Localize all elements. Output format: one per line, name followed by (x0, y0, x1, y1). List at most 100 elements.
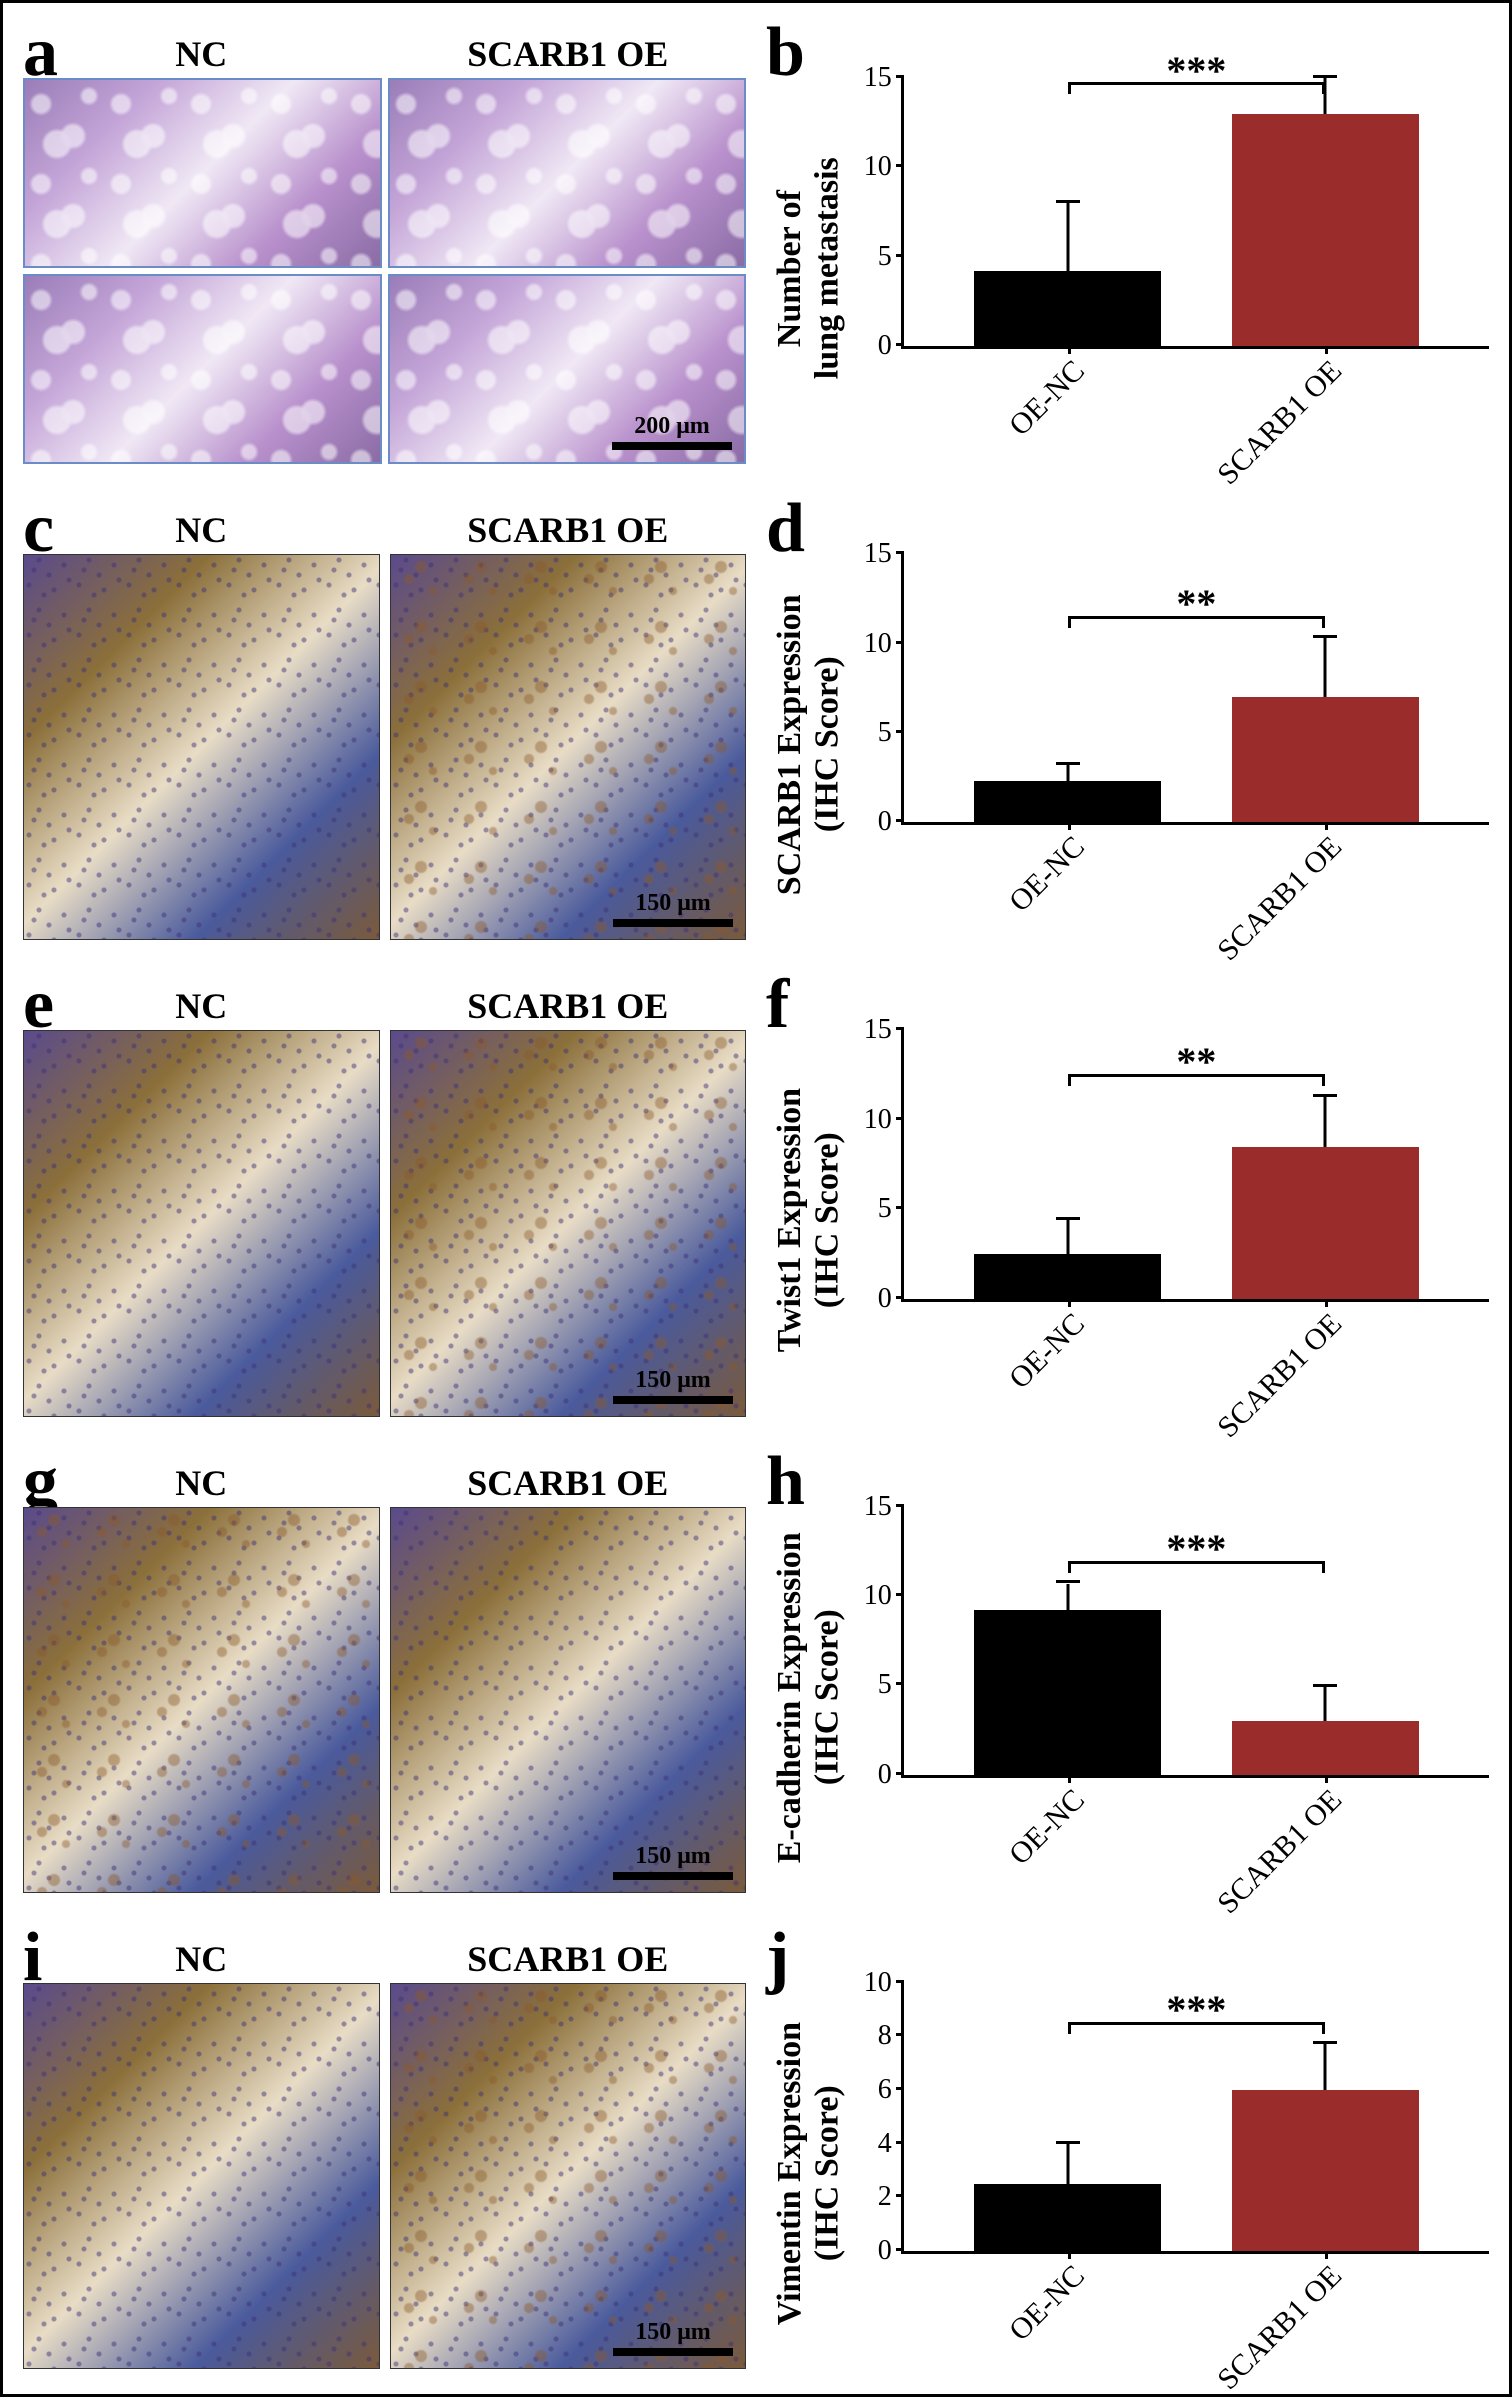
chart-d-body: 051015OE-NCSCARB1 OE** (851, 554, 1489, 935)
chart-d-ylabel: SCARB1 Expression(IHC Score) (766, 554, 851, 935)
figure-container: a NC SCARB1 OE 200 μm b Number oflung me… (0, 0, 1512, 2397)
x-label: SCARB1 OE (1211, 1783, 1349, 1921)
chart-b-body: 051015OE-NCSCARB1 OE*** (851, 78, 1489, 459)
panel-c-scale-text: 150 μm (635, 890, 711, 917)
panel-g-scalebar: 150 μm (613, 1843, 733, 1880)
panel-e-scale-text: 150 μm (635, 1367, 711, 1394)
significance-stars: ** (1176, 594, 1216, 614)
panel-a-nc-label: NC (23, 33, 380, 75)
y-tick-label: 8 (878, 2020, 892, 2052)
panel-c-image-oe: 150 μm (390, 554, 747, 940)
y-tick-label: 5 (878, 241, 892, 273)
x-label: SCARB1 OE (1211, 830, 1349, 968)
panel-g: g NC SCARB1 OE 150 μm (23, 1452, 746, 1898)
y-tick (896, 2141, 904, 2144)
error-cap (1313, 2041, 1337, 2044)
chart-h-area: E-cadherin Expression(IHC Score) 051015O… (766, 1507, 1489, 1888)
panel-g-col-labels: NC SCARB1 OE (23, 1462, 746, 1504)
y-tick (896, 1206, 904, 1209)
panel-a-scale-text: 200 μm (634, 413, 710, 440)
error-bar (1324, 1687, 1327, 1721)
error-bar (1324, 1097, 1327, 1147)
y-tick (896, 819, 904, 822)
error-cap (1056, 1580, 1080, 1583)
y-tick (896, 1593, 904, 1596)
x-tick (1325, 346, 1328, 354)
panel-g-image-nc (23, 1507, 380, 1893)
error-cap (1056, 2141, 1080, 2144)
error-bar (1066, 1584, 1069, 1611)
panel-g-nc-label: NC (23, 1462, 380, 1504)
y-tick-label: 0 (878, 1759, 892, 1791)
chart-j-plot: 0246810OE-NCSCARB1 OE*** (901, 1983, 1489, 2254)
panel-i-scale-text: 150 μm (635, 2319, 711, 2346)
y-tick-label: 5 (878, 717, 892, 749)
panel-a-image-oe-2: 200 μm (388, 274, 747, 464)
scalebar-line (612, 442, 732, 450)
chart-b-ylabel: Number oflung metastasis (766, 78, 851, 459)
chart-d-plot: 051015OE-NCSCARB1 OE** (901, 554, 1489, 825)
y-tick (896, 2087, 904, 2090)
significance-stars: ** (1176, 1052, 1216, 1072)
error-cap (1313, 1094, 1337, 1097)
error-bar (1066, 1220, 1069, 1254)
panel-g-grid: 150 μm (23, 1507, 746, 1893)
y-tick (896, 1117, 904, 1120)
bar-nc (974, 271, 1161, 346)
error-bar (1324, 2044, 1327, 2090)
bar-oe (1232, 1147, 1419, 1299)
y-tick-label: 0 (878, 1283, 892, 1315)
y-tick (896, 2033, 904, 2036)
panel-c-col-labels: NC SCARB1 OE (23, 509, 746, 551)
chart-f-body: 051015OE-NCSCARB1 OE** (851, 1030, 1489, 1411)
x-tick (1325, 822, 1328, 830)
y-tick (896, 2248, 904, 2251)
bar-oe (1232, 114, 1419, 346)
panel-i-grid: 150 μm (23, 1983, 746, 2369)
y-tick (896, 254, 904, 257)
y-tick-label: 5 (878, 1669, 892, 1701)
panel-i-image-oe: 150 μm (390, 1983, 747, 2369)
x-label: OE-NC (1003, 830, 1092, 919)
y-tick (896, 551, 904, 554)
error-cap (1313, 75, 1337, 78)
panel-a-col-labels: NC SCARB1 OE (23, 33, 746, 75)
bar-nc (974, 781, 1161, 822)
panel-f: f Twist1 Expression(IHC Score) 051015OE-… (766, 975, 1489, 1421)
panel-d: d SCARB1 Expression(IHC Score) 051015OE-… (766, 499, 1489, 945)
y-tick (896, 164, 904, 167)
y-tick-label: 2 (878, 2181, 892, 2213)
x-label: OE-NC (1003, 2259, 1092, 2348)
x-label: OE-NC (1003, 1783, 1092, 1872)
panel-c-oe-label: SCARB1 OE (390, 509, 747, 551)
chart-j-body: 0246810OE-NCSCARB1 OE*** (851, 1983, 1489, 2364)
x-label: SCARB1 OE (1211, 1307, 1349, 1445)
x-tick (1068, 346, 1071, 354)
panel-e: e NC SCARB1 OE 150 μm (23, 975, 746, 1421)
panel-c-grid: 150 μm (23, 554, 746, 940)
y-tick (896, 1296, 904, 1299)
bar-nc (974, 1254, 1161, 1299)
x-label: SCARB1 OE (1211, 2259, 1349, 2397)
y-tick-label: 15 (864, 1014, 892, 1046)
panel-a: a NC SCARB1 OE 200 μm (23, 23, 746, 469)
y-tick (896, 1772, 904, 1775)
panel-c-nc-label: NC (23, 509, 380, 551)
panel-a-scalebar: 200 μm (612, 413, 732, 450)
y-tick-label: 10 (864, 1104, 892, 1136)
error-bar (1066, 203, 1069, 271)
x-tick (1325, 1299, 1328, 1307)
panel-a-grid: 200 μm (23, 78, 746, 464)
panel-i: i NC SCARB1 OE 150 μm (23, 1928, 746, 2374)
y-tick-label: 10 (864, 1967, 892, 1999)
bar-oe (1232, 2090, 1419, 2251)
panel-h: h E-cadherin Expression(IHC Score) 05101… (766, 1452, 1489, 1898)
significance-stars: *** (1166, 61, 1226, 81)
panel-i-oe-label: SCARB1 OE (390, 1938, 747, 1980)
chart-f-ylabel: Twist1 Expression(IHC Score) (766, 1030, 851, 1411)
x-tick (1325, 1775, 1328, 1783)
error-cap (1056, 200, 1080, 203)
panel-e-nc-label: NC (23, 985, 380, 1027)
panel-i-scalebar: 150 μm (613, 2319, 733, 2356)
x-tick (1068, 822, 1071, 830)
